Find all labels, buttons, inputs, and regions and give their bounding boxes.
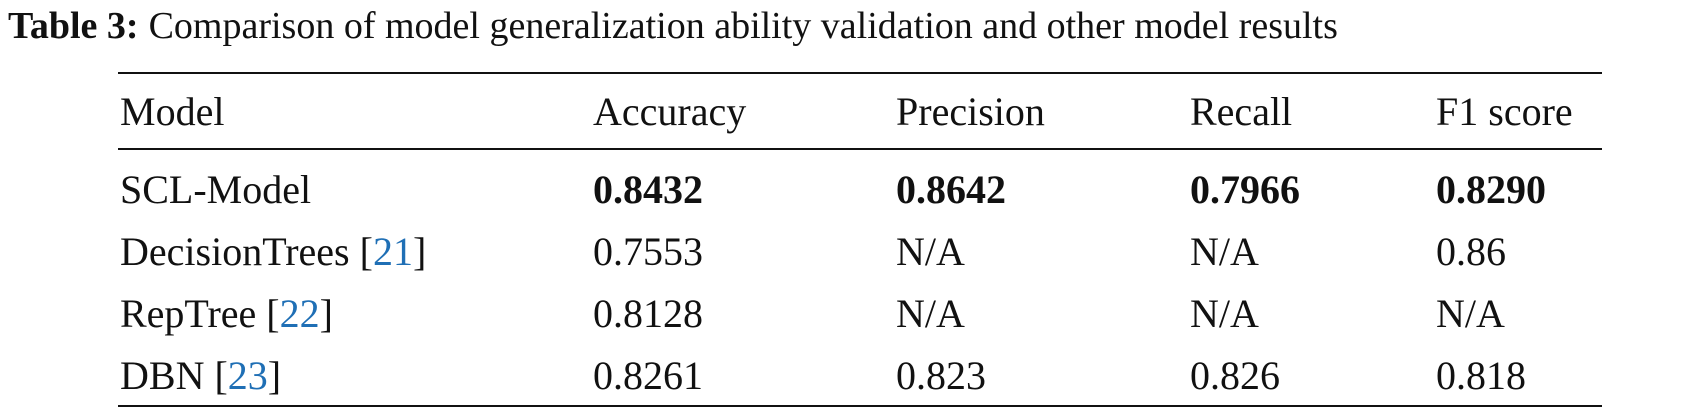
value-cell: 0.823 bbox=[896, 353, 986, 398]
model-cell: DecisionTrees [21] bbox=[120, 232, 426, 272]
citation-link: 22 bbox=[279, 291, 320, 336]
model-cell: SCL-Model bbox=[120, 170, 311, 210]
mid-rule bbox=[118, 148, 1602, 150]
bottom-rule bbox=[118, 405, 1602, 407]
model-name: SCL-Model bbox=[120, 167, 312, 212]
model-name: ] bbox=[319, 291, 333, 336]
citation-link: 21 bbox=[372, 229, 413, 274]
value-cell: N/A bbox=[1190, 291, 1259, 336]
caption-text: Comparison of model generalization abili… bbox=[148, 5, 1338, 47]
model-name: DBN [ bbox=[120, 353, 228, 398]
value-cell: 0.8432 bbox=[593, 167, 703, 212]
header-cell: Recall bbox=[1190, 89, 1293, 134]
model-name: RepTree [ bbox=[120, 291, 280, 336]
header-cell: Precision bbox=[896, 89, 1045, 134]
value-cell: N/A bbox=[896, 229, 965, 274]
caption: Table 3: Comparison of model generalizati… bbox=[8, 4, 1338, 48]
value-cell: N/A bbox=[1436, 291, 1505, 336]
caption-label: Table 3: bbox=[8, 5, 139, 47]
value-cell: 0.8642 bbox=[896, 167, 1006, 212]
header-cell: Model bbox=[120, 89, 225, 134]
value-cell: 0.7553 bbox=[593, 229, 703, 274]
model-cell: DBN [23] bbox=[120, 356, 281, 396]
model-cell: RepTree [22] bbox=[120, 294, 333, 334]
value-cell: N/A bbox=[1190, 229, 1259, 274]
value-cell: 0.7966 bbox=[1190, 167, 1300, 212]
value-cell: 0.8261 bbox=[593, 353, 703, 398]
model-name: ] bbox=[412, 229, 427, 274]
value-cell: 0.8290 bbox=[1436, 167, 1546, 212]
top-rule bbox=[118, 72, 1602, 74]
header-cell: Accuracy bbox=[593, 89, 747, 134]
value-cell: N/A bbox=[896, 291, 965, 336]
citation-link: 23 bbox=[227, 353, 268, 398]
model-name: DecisionTrees [ bbox=[120, 229, 373, 274]
value-cell: 0.86 bbox=[1436, 229, 1506, 274]
value-cell: 0.8128 bbox=[593, 291, 703, 336]
model-name: ] bbox=[267, 353, 282, 398]
value-cell: 0.818 bbox=[1436, 353, 1526, 398]
value-cell: 0.826 bbox=[1190, 353, 1280, 398]
header-cell: F1 score bbox=[1436, 89, 1573, 134]
